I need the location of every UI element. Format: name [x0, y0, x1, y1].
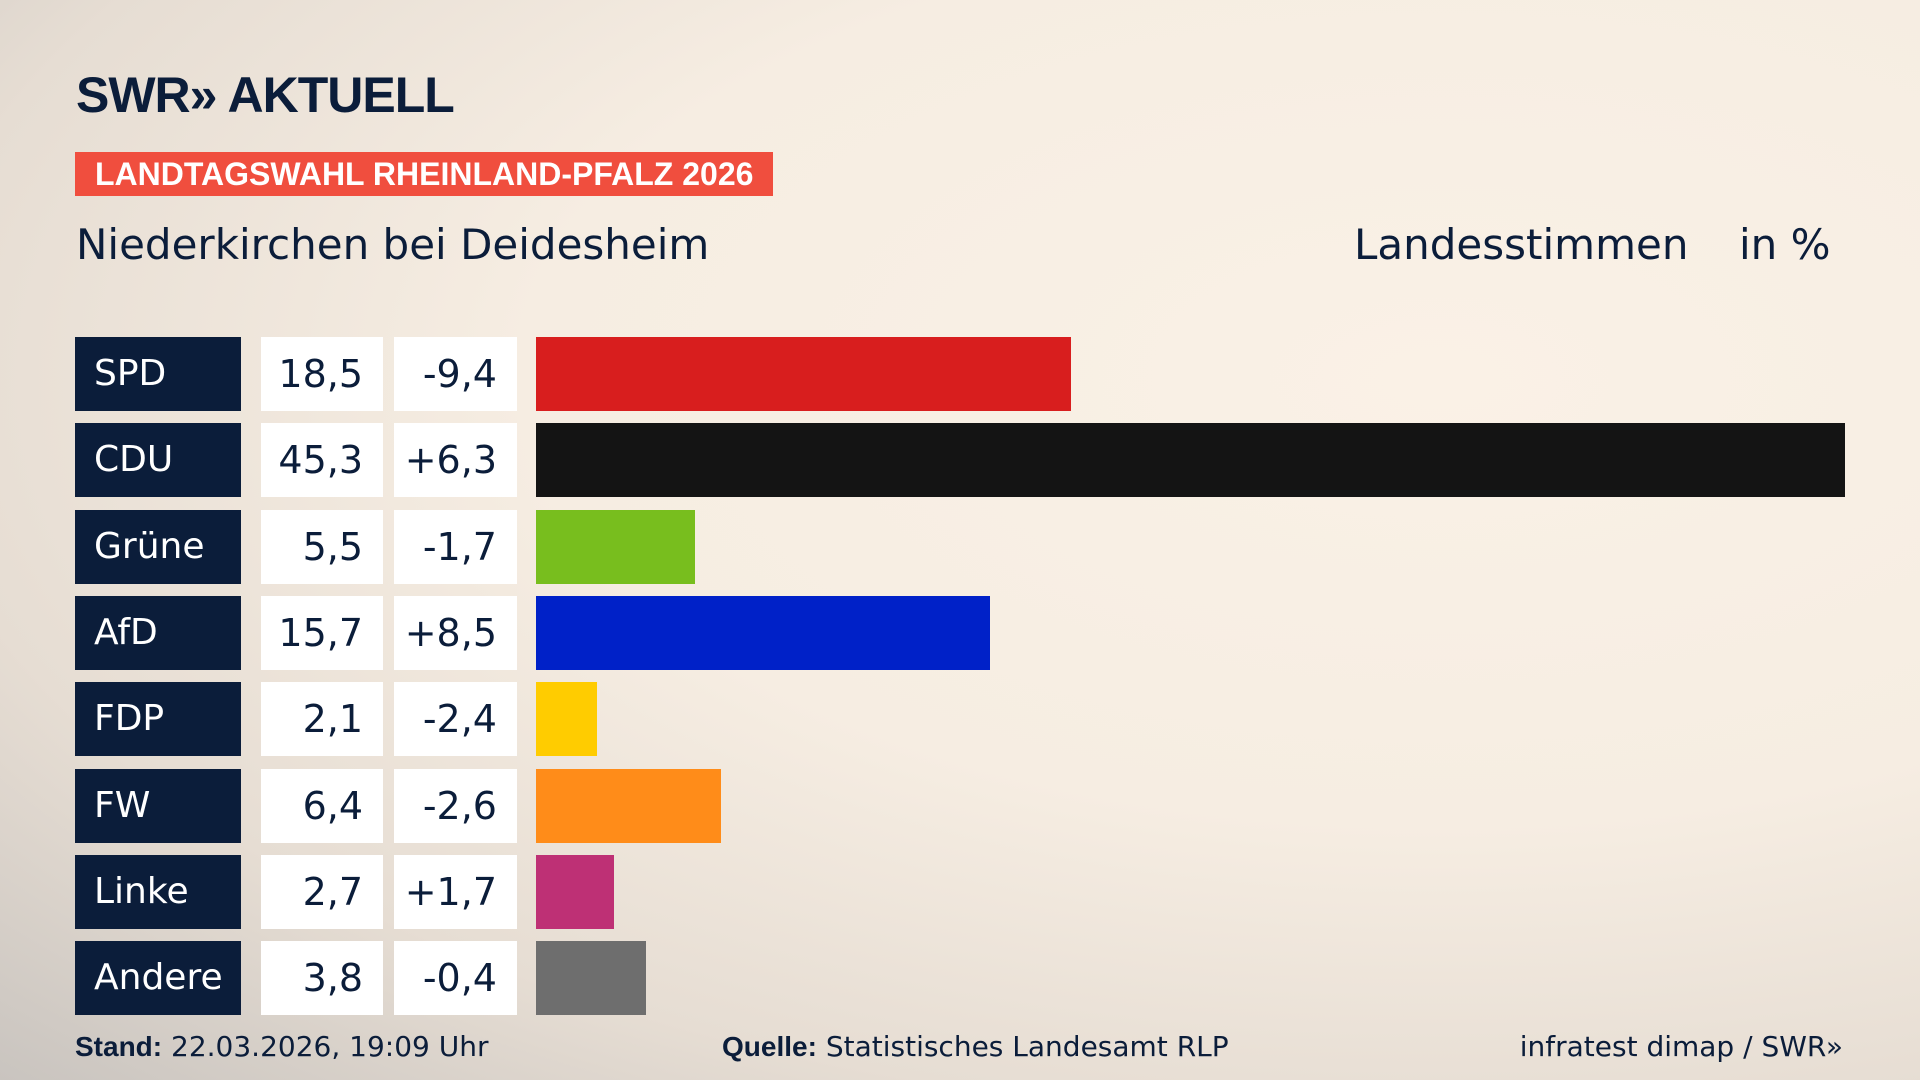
- vote-change: -2,6: [394, 768, 517, 843]
- vote-share: 5,5: [261, 509, 383, 584]
- vote-change: -1,7: [394, 509, 517, 584]
- party-label: FW: [75, 768, 241, 843]
- vote-change: +1,7: [394, 854, 517, 929]
- vote-share: 15,7: [261, 595, 383, 670]
- swr-aktuell-logo: SWR» AKTUELL: [76, 67, 455, 123]
- vote-change: -0,4: [394, 941, 517, 1016]
- unit-label: in %: [1739, 220, 1831, 269]
- election-banner: LANDTAGSWAHL RHEINLAND-PFALZ 2026: [75, 152, 774, 196]
- location-title: Niederkirchen bei Deidesheim: [76, 220, 710, 269]
- party-label: SPD: [75, 337, 241, 411]
- party-label: FDP: [75, 682, 241, 757]
- bar-cdu: [536, 423, 1845, 498]
- party-label: AfD: [75, 595, 241, 670]
- bar-fdp: [536, 682, 597, 757]
- vote-change: -2,4: [394, 682, 517, 757]
- vote-share: 2,1: [261, 682, 383, 757]
- vote-change: +6,3: [394, 423, 517, 498]
- vote-share: 6,4: [261, 768, 383, 843]
- bar-linke: [536, 854, 615, 929]
- vote-change: +8,5: [394, 595, 517, 670]
- stand: Stand: 22.03.2026, 19:09 Uhr: [75, 1030, 488, 1063]
- stand-label: Stand:: [75, 1031, 163, 1062]
- stand-value: 22.03.2026, 19:09 Uhr: [171, 1030, 489, 1063]
- party-label: CDU: [75, 423, 241, 498]
- party-label: Grüne: [75, 509, 241, 584]
- source-label: Quelle:: [722, 1031, 817, 1062]
- source: Quelle: Statistisches Landesamt RLP: [722, 1030, 1229, 1063]
- bar-fw: [536, 768, 721, 843]
- vote-type-label: Landesstimmen: [1354, 220, 1689, 269]
- vote-share: 18,5: [261, 337, 383, 411]
- bar-afd: [536, 595, 990, 670]
- party-label: Linke: [75, 854, 241, 929]
- bar-grüne: [536, 509, 695, 584]
- bar-andere: [536, 941, 646, 1016]
- vote-share: 45,3: [261, 423, 383, 498]
- source-value: Statistisches Landesamt RLP: [825, 1030, 1229, 1063]
- vote-share: 3,8: [261, 941, 383, 1016]
- credit: infratest dimap / SWR»: [1519, 1030, 1843, 1063]
- bar-spd: [536, 337, 1071, 411]
- vote-share: 2,7: [261, 854, 383, 929]
- party-label: Andere: [75, 941, 241, 1016]
- vote-change: -9,4: [394, 337, 517, 411]
